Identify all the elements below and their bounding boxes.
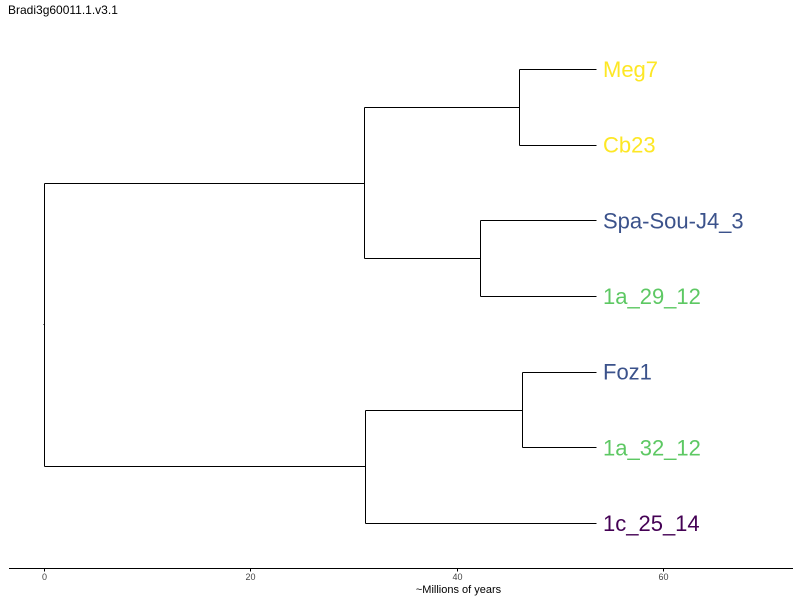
tip-label: Foz1 xyxy=(603,360,652,385)
x-tick-label: 20 xyxy=(245,572,255,582)
page-title: Bradi3g60011.1.v3.1 xyxy=(8,3,118,17)
x-axis: 0 20 40 60 ~Millions of years xyxy=(9,568,793,596)
tip-label: 1a_29_12 xyxy=(603,284,701,309)
tip-label: Spa-Sou-J4_3 xyxy=(603,208,744,233)
tree-branches xyxy=(43,69,597,524)
x-tick-label: 60 xyxy=(658,572,668,582)
tip-label: 1c_25_14 xyxy=(603,511,700,536)
x-tick-label: 0 xyxy=(42,572,47,582)
tip-label: Cb23 xyxy=(603,133,656,158)
x-axis-ticks: 0 20 40 60 xyxy=(42,568,669,582)
tip-label: Meg7 xyxy=(603,57,658,82)
tip-labels: Meg7 Cb23 Spa-Sou-J4_3 1a_29_12 Foz1 1a_32_12… xyxy=(603,57,744,536)
x-axis-title: ~Millions of years xyxy=(416,584,502,596)
x-tick-label: 40 xyxy=(452,572,462,582)
tip-label: 1a_32_12 xyxy=(603,435,701,460)
